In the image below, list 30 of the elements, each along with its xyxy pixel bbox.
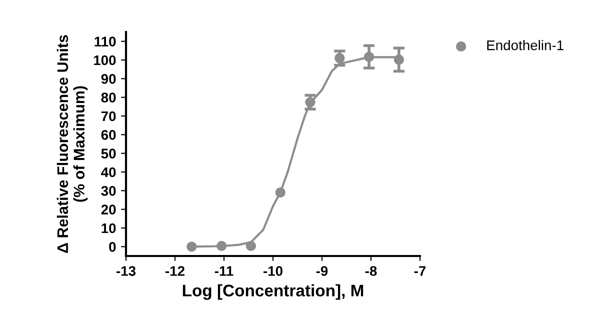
x-tick-label: -12 (166, 266, 184, 276)
point (334, 53, 345, 64)
y-tick-label: 80 (101, 92, 116, 103)
y-tick-label: 20 (101, 204, 116, 215)
point (246, 240, 256, 252)
y-tick-label: 100 (94, 55, 116, 66)
x-tick-label: -7 (414, 266, 426, 276)
y-tick-label: 30 (101, 186, 116, 196)
point (216, 240, 227, 252)
y-tick-label: 50 (101, 148, 116, 159)
point (275, 187, 286, 198)
point (364, 52, 374, 62)
x-tick-label: -11 (214, 266, 234, 276)
x-tick-label: -13 (116, 266, 136, 276)
y-tick-label: 70 (101, 111, 116, 122)
y-tick-label: 0 (109, 242, 116, 252)
point (186, 242, 197, 252)
y-tick-label: 110 (94, 36, 116, 47)
y-axis-title: Δ Relative Fluorescence Units (% of Maximum) (56, 35, 88, 253)
y-tick-label: 40 (101, 167, 116, 178)
y-tick-label: 60 (101, 130, 116, 140)
y-tick-label: 90 (101, 74, 116, 84)
x-tick-label: -10 (264, 266, 282, 276)
x-tick-label: -9 (316, 266, 328, 276)
y-tick-label: 10 (102, 223, 116, 234)
x-axis-title: Log [Concentration], M (182, 284, 364, 300)
x-tick-label: -8 (365, 266, 377, 276)
point (305, 97, 316, 108)
legend-label: Endothelin-1 (487, 40, 564, 50)
point (394, 54, 404, 65)
